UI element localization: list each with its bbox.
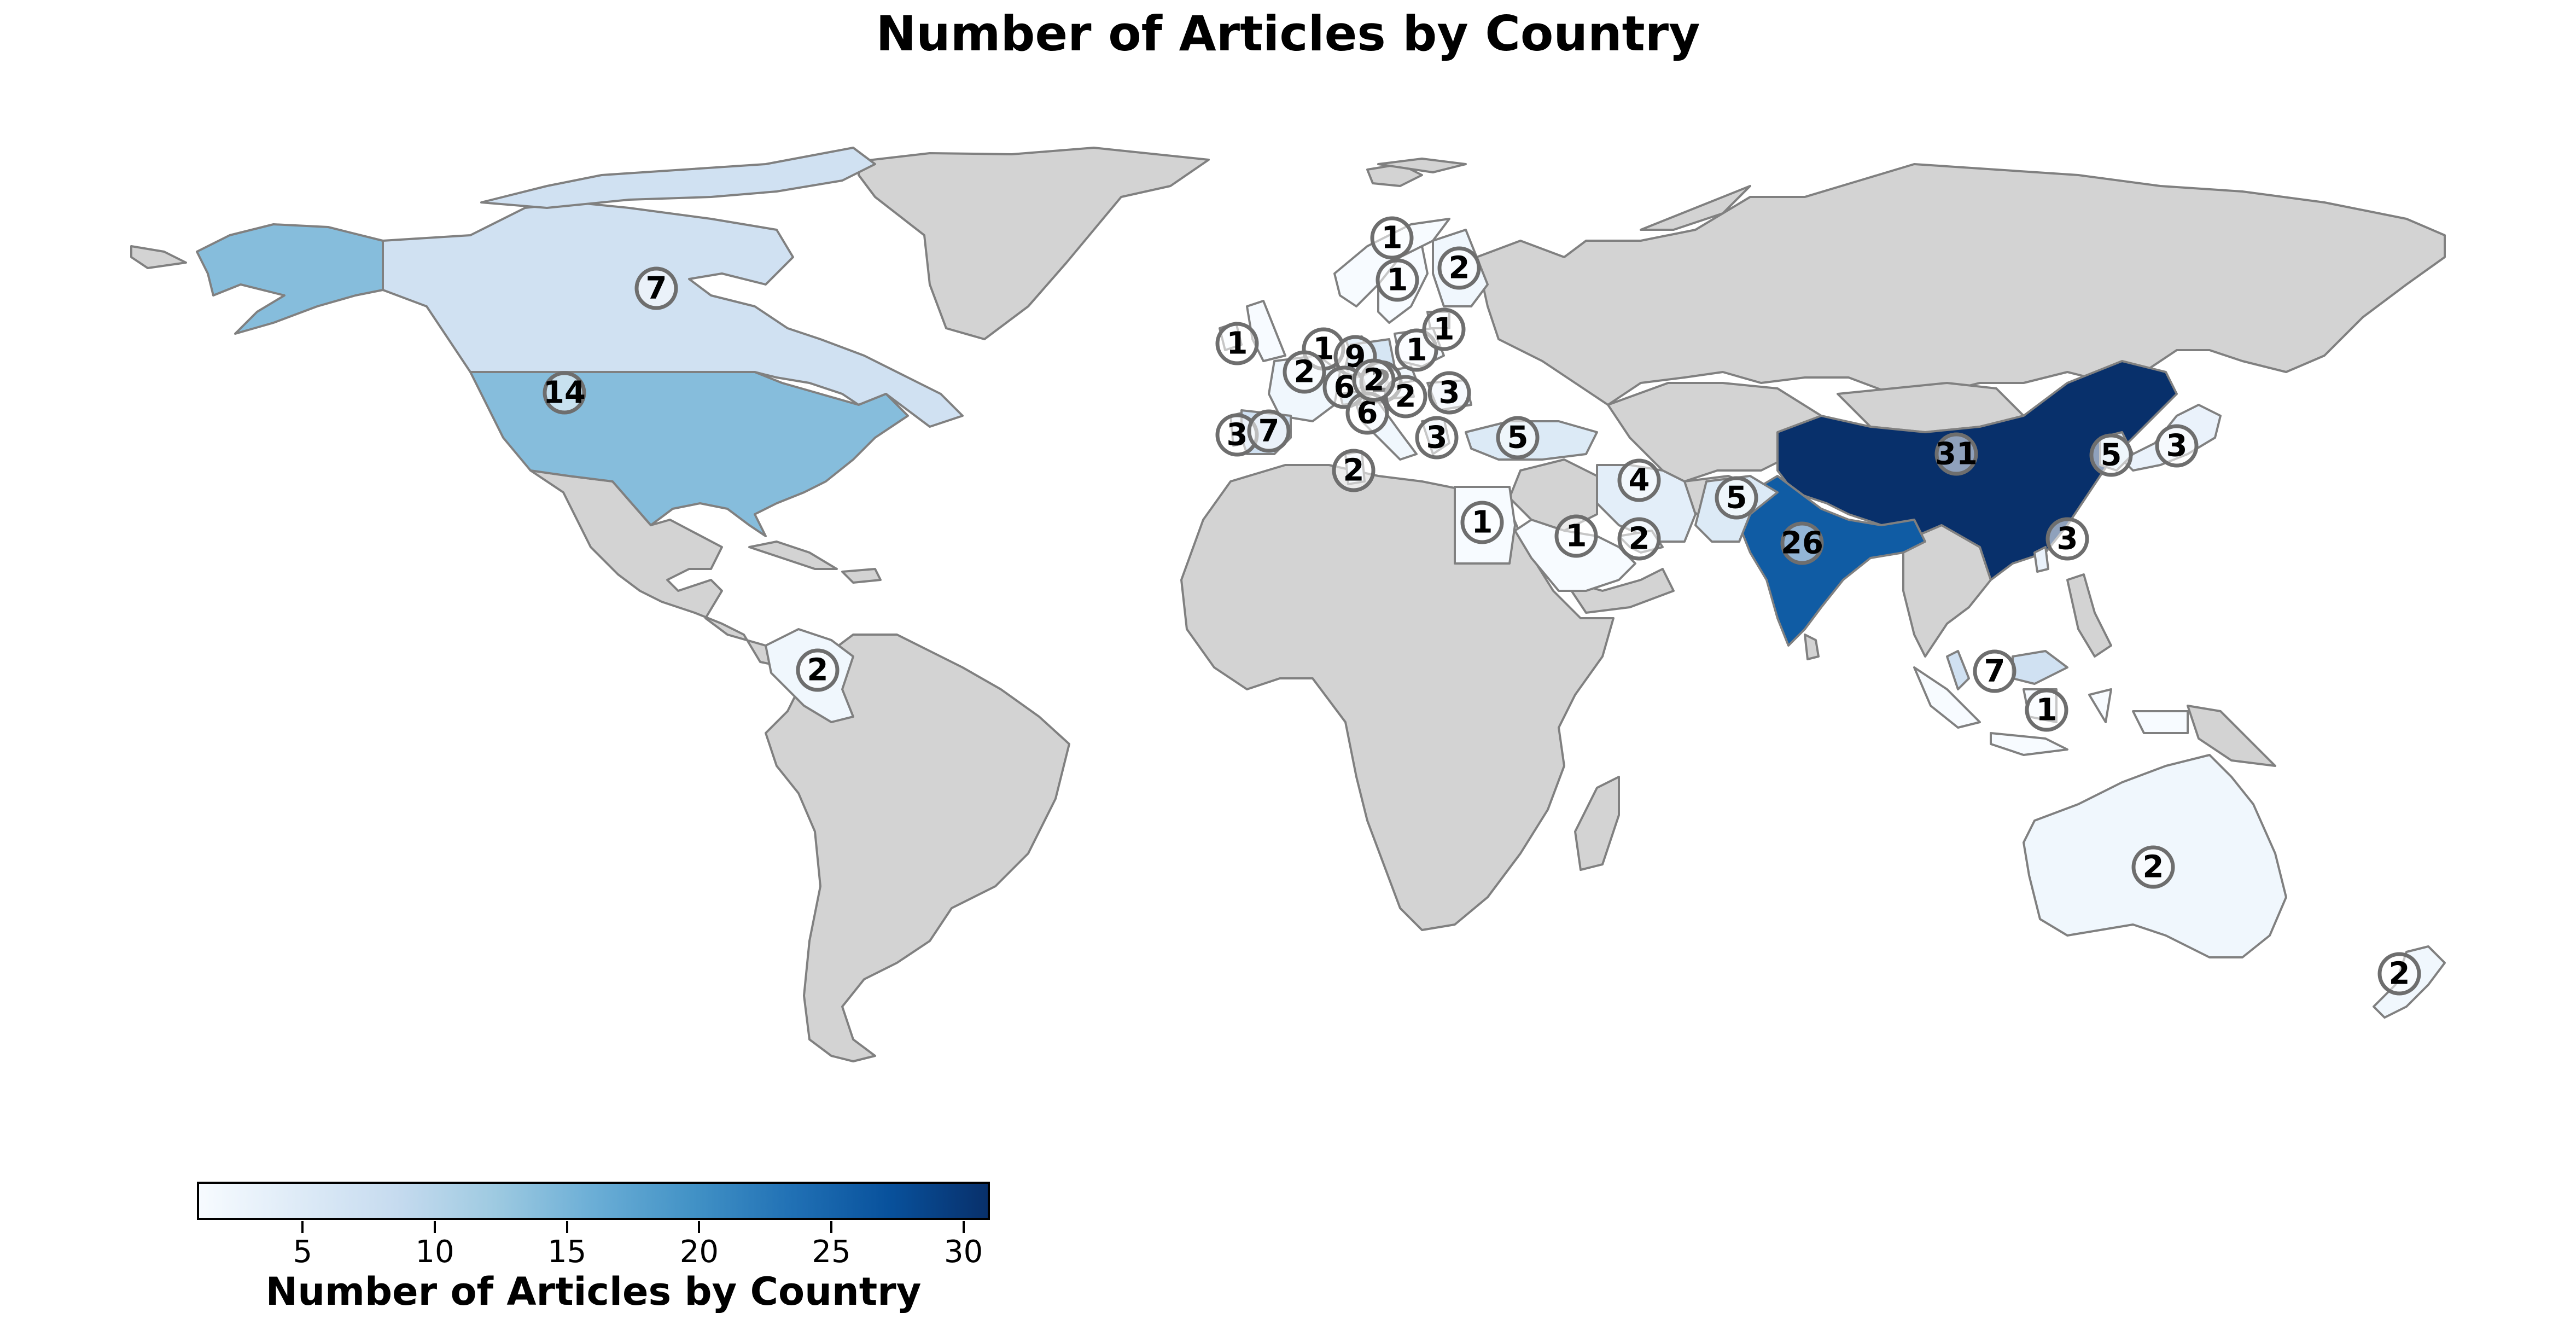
badge-india: 26 — [1780, 521, 1824, 565]
svg-text:5: 5 — [1507, 420, 1529, 456]
colorbar-tick-label: 10 — [415, 1234, 454, 1270]
badge-france: 2 — [1283, 350, 1326, 394]
svg-text:1: 1 — [1387, 263, 1408, 298]
russia — [1476, 163, 2446, 406]
badge-uae: 2 — [1617, 517, 1661, 561]
svg-text:2: 2 — [2389, 956, 2410, 992]
svg-text:3: 3 — [2166, 428, 2188, 464]
badge-canada: 7 — [634, 266, 678, 310]
badge-greece: 3 — [1415, 416, 1459, 460]
south-america — [765, 634, 1070, 1062]
region-india — [1738, 475, 1926, 647]
svg-text:1: 1 — [1227, 326, 1248, 362]
badge-italy: 2 — [1352, 358, 1396, 402]
svg-text:4: 4 — [1629, 463, 1650, 498]
badge-norway: 1 — [1370, 216, 1414, 260]
cuba — [748, 541, 838, 570]
badge-pakistan: 5 — [1715, 476, 1758, 520]
svg-text:7: 7 — [646, 271, 667, 306]
colorbar-tick — [698, 1221, 701, 1233]
colorbar-tick-label: 25 — [812, 1234, 851, 1270]
map-title: Number of Articles by Country — [876, 5, 1700, 62]
svg-text:1: 1 — [1406, 333, 1427, 368]
svg-text:3: 3 — [1426, 420, 1448, 456]
badge-china: 31 — [1934, 432, 1978, 476]
svg-text:2: 2 — [1363, 363, 1385, 398]
svg-text:2: 2 — [807, 653, 829, 688]
hispaniola — [841, 568, 882, 584]
madagascar — [1574, 776, 1620, 871]
badge-romania: 3 — [1427, 371, 1471, 415]
colorbar-tick — [830, 1221, 832, 1233]
philippines — [2066, 573, 2112, 658]
colorbar-tick — [434, 1221, 436, 1233]
png — [2187, 705, 2276, 767]
badge-united-states: 14 — [543, 371, 586, 415]
svg-text:1: 1 — [1566, 519, 1587, 554]
greenland — [858, 147, 1210, 340]
badge-ireland: 1 — [1215, 322, 1259, 365]
svg-text:5: 5 — [2101, 438, 2122, 473]
colorbar-tick-label: 15 — [547, 1234, 587, 1270]
colorbar-tick — [566, 1221, 568, 1233]
region-canada-islands — [480, 147, 876, 209]
badge-south-korea: 5 — [2089, 433, 2133, 477]
svg-text:7: 7 — [1258, 414, 1280, 449]
svg-text:2: 2 — [2143, 850, 2164, 885]
region-china — [1776, 360, 2178, 581]
svg-text:3: 3 — [2057, 521, 2078, 557]
svg-text:2: 2 — [1629, 521, 1650, 557]
count-badges: 14 7 2 2 2 31 26 3 5 3 7 1 5 4 1 2 1 5 1… — [543, 216, 2421, 996]
svg-text:1: 1 — [1472, 505, 1493, 541]
badge-sweden: 1 — [1376, 258, 1419, 302]
svg-text:5: 5 — [1726, 480, 1747, 516]
badge-tunisia: 2 — [1332, 449, 1376, 492]
badge-japan: 3 — [2155, 424, 2199, 468]
svg-text:1: 1 — [2036, 693, 2058, 728]
novaya-zemlya — [1640, 185, 1751, 231]
svg-text:3: 3 — [1439, 375, 1460, 411]
badge-austria: 2 — [1384, 375, 1427, 419]
aleutians — [130, 245, 187, 269]
colorbar-tick-label: 5 — [293, 1234, 313, 1270]
svg-text:2: 2 — [1343, 453, 1365, 489]
arabia-rest — [1563, 568, 1675, 614]
sri-lanka — [1804, 634, 1820, 660]
colorbar-tick — [301, 1221, 304, 1233]
badge-finland: 2 — [1437, 246, 1481, 290]
svg-text:2: 2 — [1294, 355, 1315, 390]
badge-malaysia: 7 — [1973, 649, 2016, 693]
svg-text:31: 31 — [1935, 437, 1978, 472]
badge-saudi-arabia: 1 — [1554, 514, 1598, 558]
badge-iran: 4 — [1617, 458, 1661, 502]
region-taiwan — [2033, 546, 2049, 573]
svg-text:3: 3 — [1227, 417, 1248, 453]
region-alaska — [196, 223, 384, 335]
svg-text:7: 7 — [1984, 654, 2006, 689]
badge-lithuania: 1 — [1422, 307, 1466, 351]
colorbar — [197, 1182, 990, 1220]
badge-indonesia: 1 — [2025, 688, 2068, 732]
colorbar-tick-label: 30 — [944, 1234, 983, 1270]
badge-egypt: 1 — [1460, 501, 1504, 544]
badge-colombia: 2 — [796, 648, 840, 692]
badge-australia: 2 — [2131, 845, 2175, 889]
svg-text:26: 26 — [1781, 526, 1823, 561]
badge-turkey: 5 — [1496, 416, 1540, 460]
badge-new-zealand: 2 — [2377, 952, 2421, 996]
land-layer — [130, 147, 2446, 1062]
colorbar-tick — [962, 1221, 965, 1233]
colorbar-label: Number of Articles by Country — [265, 1269, 922, 1314]
svg-text:2: 2 — [1449, 251, 1470, 286]
svg-text:1: 1 — [1433, 312, 1455, 347]
svg-text:1: 1 — [1382, 220, 1403, 256]
badge-taiwan: 3 — [2045, 517, 2089, 561]
svalbard — [1377, 158, 1467, 173]
region-united-states — [469, 371, 909, 537]
colorbar-tick-label: 20 — [679, 1234, 719, 1270]
svg-text:14: 14 — [543, 375, 586, 411]
badge-spain: 7 — [1247, 409, 1291, 453]
svg-text:2: 2 — [1395, 379, 1417, 415]
